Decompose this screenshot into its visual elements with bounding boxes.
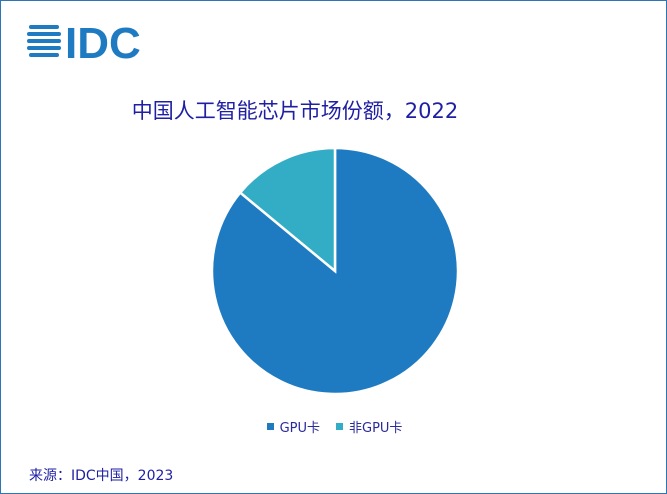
chart-title: 中国人工智能芯片市场份额，2022 <box>131 99 459 123</box>
legend-item: 非GPU卡 <box>336 417 402 436</box>
source-note: 来源：IDC中国，2023 <box>29 468 174 484</box>
svg-text:IDC: IDC <box>65 21 141 63</box>
legend-swatch <box>266 423 274 430</box>
legend-item: GPU卡 <box>266 417 320 436</box>
legend-swatch <box>336 423 343 430</box>
legend-label: 非GPU卡 <box>349 421 403 436</box>
idc-logo: IDC <box>27 21 141 63</box>
legend-label: GPU卡 <box>279 421 320 436</box>
pie-slice-1 <box>238 146 337 274</box>
legend: GPU卡 非GPU卡 <box>1 417 666 436</box>
